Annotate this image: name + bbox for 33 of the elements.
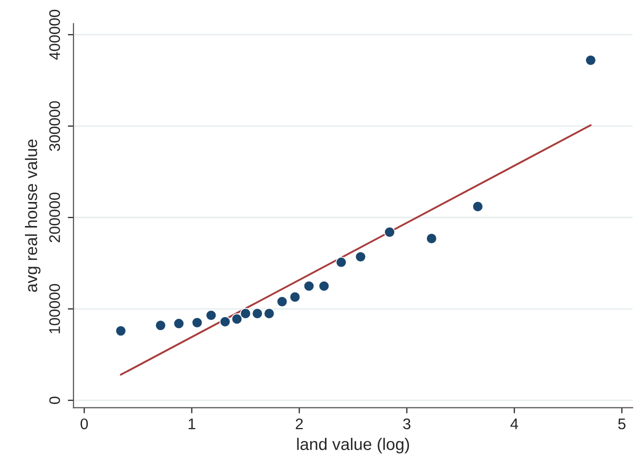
y-tick-label: 100000 bbox=[49, 284, 60, 334]
point bbox=[231, 313, 242, 325]
y-tick-label: 0 bbox=[49, 396, 60, 404]
point bbox=[220, 316, 231, 328]
point bbox=[240, 308, 252, 320]
x-tick-label: 4 bbox=[510, 418, 518, 430]
point bbox=[115, 325, 126, 336]
point bbox=[336, 256, 347, 268]
point bbox=[426, 232, 438, 244]
y-tick-label: 300000 bbox=[49, 101, 60, 151]
point bbox=[276, 296, 288, 308]
point bbox=[252, 308, 263, 320]
point bbox=[206, 310, 217, 321]
point bbox=[155, 320, 166, 331]
point bbox=[472, 200, 484, 212]
point bbox=[585, 54, 596, 66]
point bbox=[384, 226, 396, 238]
point bbox=[289, 291, 301, 303]
y-tick-label: 200000 bbox=[49, 192, 60, 242]
x-tick-label: 1 bbox=[188, 418, 196, 430]
x-tick-label: 0 bbox=[80, 418, 88, 430]
x-tick-label: 3 bbox=[403, 418, 410, 430]
x-axis-title: land value (log) bbox=[297, 438, 409, 454]
point bbox=[192, 317, 203, 328]
point bbox=[318, 280, 330, 292]
x-tick-label: 2 bbox=[296, 418, 303, 430]
point bbox=[355, 251, 366, 262]
point bbox=[264, 308, 275, 320]
point bbox=[173, 318, 184, 330]
y-axis-title: avg real house value bbox=[24, 140, 40, 292]
point bbox=[303, 280, 315, 292]
x-tick-label: 5 bbox=[618, 418, 626, 430]
y-tick-label: 400000 bbox=[49, 10, 60, 60]
